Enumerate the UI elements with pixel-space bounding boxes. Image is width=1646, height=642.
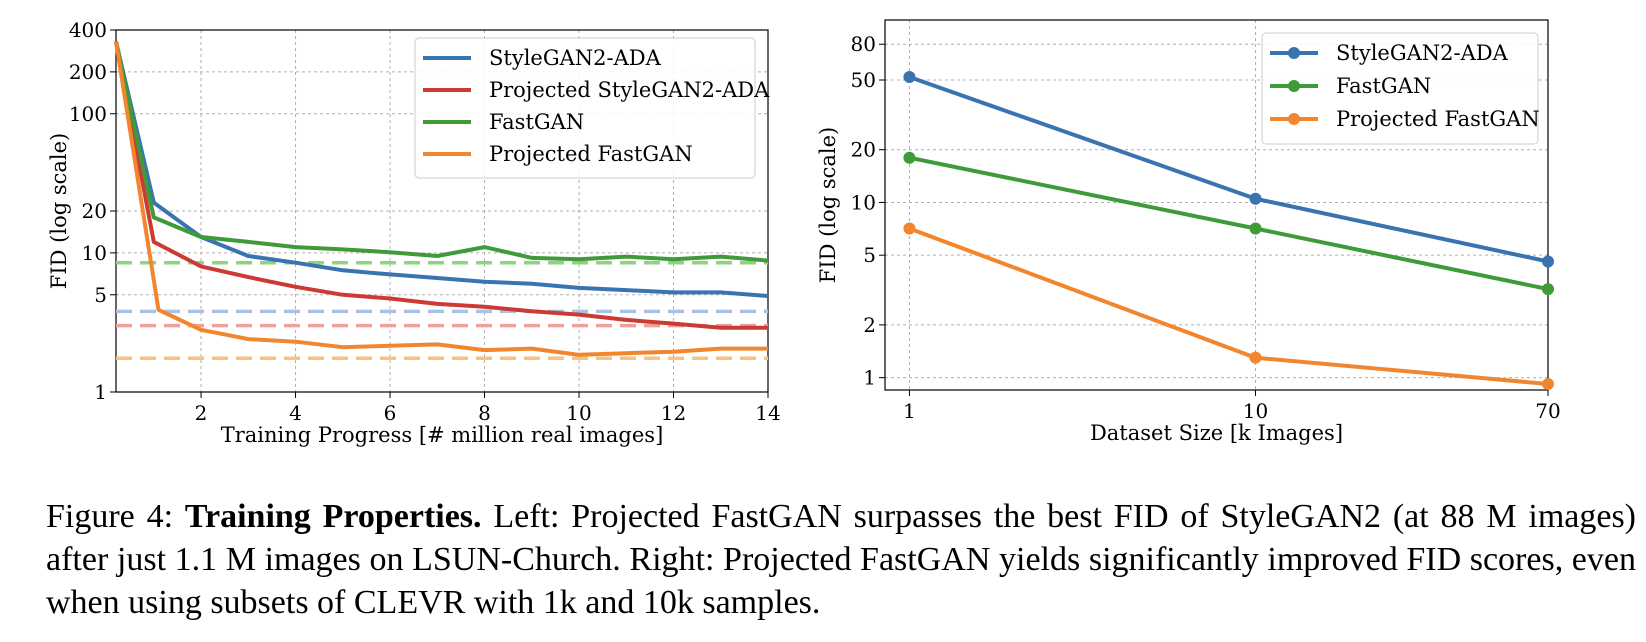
x-tick-label: 14	[755, 401, 780, 425]
x-tick-label: 10	[566, 401, 591, 425]
legend-label: Projected FastGAN	[489, 142, 693, 166]
x-axis-label: Training Progress [# million real images…	[221, 423, 664, 447]
y-tick-label: 10	[82, 241, 107, 265]
legend-label: Projected StyleGAN2-ADA	[489, 78, 770, 102]
data-point	[903, 71, 916, 84]
legend-marker	[1288, 47, 1300, 59]
x-tick-label: 2	[195, 401, 208, 425]
y-tick-label: 2	[863, 313, 876, 337]
data-point	[1249, 351, 1262, 364]
legend-box	[414, 37, 756, 179]
x-tick-label: 10	[1243, 399, 1268, 423]
y-tick-label: 1	[863, 366, 876, 390]
y-tick-label: 400	[69, 18, 107, 42]
y-axis-label: FID (log scale)	[47, 133, 71, 289]
legend-label: Projected FastGAN	[1336, 107, 1540, 131]
legend-label: FastGAN	[1336, 74, 1431, 98]
x-tick-label: 4	[289, 401, 302, 425]
data-point	[1249, 222, 1262, 235]
data-point	[1542, 255, 1554, 268]
series-line	[908, 226, 1549, 386]
y-tick-label: 10	[851, 190, 876, 214]
legend-box	[1261, 32, 1539, 145]
y-tick-label: 5	[94, 283, 107, 307]
y-tick-label: 100	[69, 102, 107, 126]
y-tick-label: 20	[82, 199, 107, 223]
y-tick-label: 1	[94, 380, 107, 404]
data-point	[1249, 192, 1262, 205]
x-tick-label: 12	[661, 401, 686, 425]
caption-text: Left: Projected FastGAN surpasses the be…	[46, 498, 1636, 621]
chart-2: 1 10 70 1 2 5 10 20 50 80 Dataset Size [k Images] F…	[816, 19, 1561, 445]
y-tick-label: 50	[851, 68, 876, 92]
x-tick-label: 8	[478, 401, 491, 425]
y-tick-label: 200	[69, 60, 107, 84]
data-point	[903, 222, 916, 235]
y-tick-label: 80	[851, 32, 876, 56]
legend-label: StyleGAN2-ADA	[489, 46, 662, 70]
legend-label: FastGAN	[489, 110, 584, 134]
x-axis-label: Dataset Size [k Images]	[1090, 421, 1343, 445]
legend-marker	[1288, 113, 1300, 125]
data-point	[903, 151, 916, 164]
series-line	[908, 155, 1549, 292]
x-tick-label: 70	[1535, 399, 1560, 423]
x-tick-label: 1	[903, 399, 916, 423]
legend-marker	[1288, 80, 1300, 92]
chart-1: 2 4 6 8 10 12 14 1 5 10 20 100 200 400 Training Progre…	[47, 18, 781, 447]
y-tick-label: 20	[851, 138, 876, 162]
figure: 2 4 6 8 10 12 14 1 5 10 20 100 200 400 Training Progre…	[47, 18, 1561, 447]
figure-caption: Figure 4: Training Properties. Left: Pro…	[46, 495, 1636, 624]
data-point	[1542, 377, 1554, 390]
legend-label: StyleGAN2-ADA	[1336, 41, 1509, 65]
series-line	[114, 41, 769, 263]
caption-label: Figure 4:	[46, 498, 174, 535]
x-tick-label: 6	[384, 401, 397, 425]
plot-frame	[884, 19, 1549, 391]
data-point	[1542, 283, 1554, 296]
caption-title: Training Properties.	[184, 498, 482, 535]
series-line	[114, 41, 768, 330]
series-line	[114, 41, 769, 298]
y-axis-label: FID (log scale)	[816, 127, 840, 283]
y-tick-label: 5	[863, 243, 876, 267]
series-line	[114, 41, 768, 357]
